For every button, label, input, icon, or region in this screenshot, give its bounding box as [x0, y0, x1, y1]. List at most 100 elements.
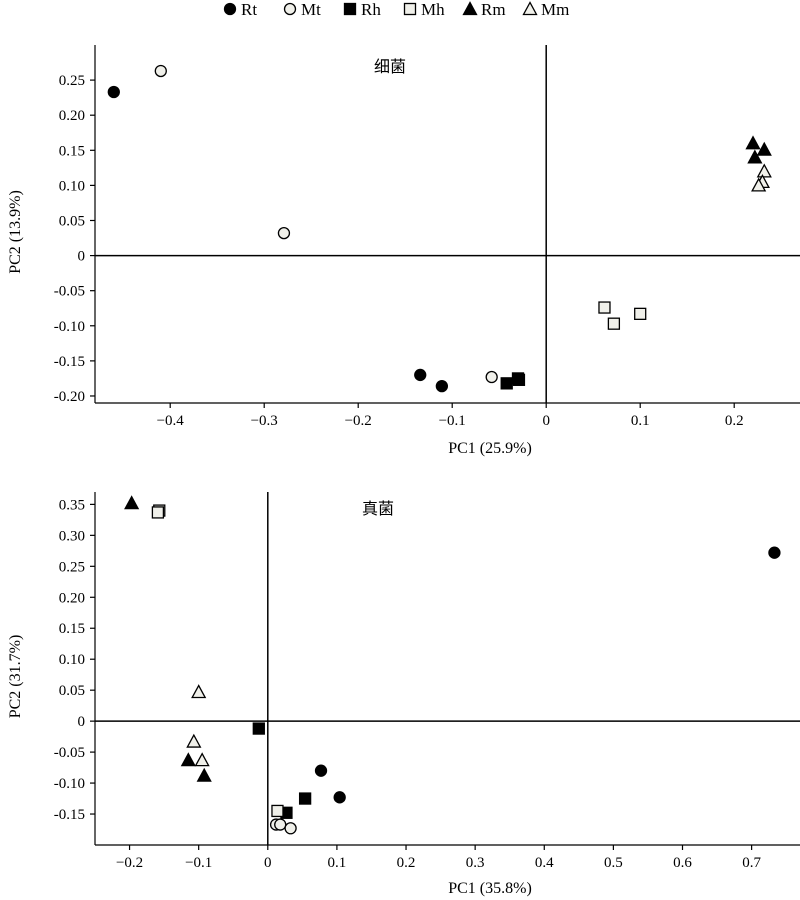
legend-marker-rm [462, 1, 478, 16]
data-point-rm [196, 767, 212, 782]
series-rh [500, 372, 526, 390]
panel-bacteria: 0.250.200.150.100.050-0.05-0.10-0.15-0.2… [7, 45, 800, 457]
legend-item-mm: Mm [522, 0, 569, 19]
data-point-mm [186, 733, 202, 748]
series-mh [151, 504, 284, 818]
x-tick-label: 0.1 [328, 855, 347, 871]
data-point-rt [768, 546, 781, 559]
x-tick-label: 0 [264, 855, 272, 871]
legend-item-rt: Rt [223, 0, 257, 19]
data-point-rm [745, 135, 761, 150]
series-mm [751, 163, 772, 192]
x-tick-label: −0.1 [185, 855, 212, 871]
data-point-mm [194, 752, 210, 767]
x-tick-label: −0.1 [439, 413, 466, 429]
data-point-mm [191, 684, 207, 699]
y-tick-label: 0 [78, 249, 86, 265]
x-tick-label: 0.2 [397, 855, 416, 871]
legend-item-mt: Mt [283, 0, 321, 19]
panel-title: 细菌 [374, 57, 406, 76]
y-tick-label: 0.25 [59, 559, 85, 575]
x-tick-label: −0.3 [251, 413, 278, 429]
y-tick-label: -0.10 [54, 776, 85, 792]
legend-label-mh: Mh [421, 0, 445, 19]
data-point-rh [511, 372, 525, 385]
legend-item-mh: Mh [403, 0, 445, 19]
y-tick-label: -0.05 [54, 745, 85, 761]
legend-marker-mm [522, 1, 538, 16]
y-tick-label: -0.20 [54, 389, 85, 405]
data-point-mh [271, 804, 284, 818]
y-tick-label: 0.05 [59, 683, 85, 699]
x-axis-title: PC1 (35.8%) [448, 880, 532, 897]
data-point-mm [751, 177, 767, 192]
panel-title: 真菌 [362, 499, 394, 518]
legend-label-mt: Mt [301, 0, 321, 19]
data-point-rm [756, 141, 772, 156]
series-rm [124, 495, 212, 782]
y-tick-label: -0.15 [54, 354, 85, 370]
data-point-rh [252, 722, 265, 735]
data-point-mt [284, 822, 297, 835]
x-tick-label: 0.6 [673, 855, 692, 871]
data-point-mm [756, 163, 772, 178]
y-tick-label: 0 [78, 714, 86, 730]
panel-fungi: 0.35 0.30 0.25 0.20 0.15 0.1 0 0.05 0 -0.05 -0.10 -… [7, 492, 800, 897]
series-mt [269, 818, 297, 835]
y-tick-label: -0.10 [54, 319, 85, 335]
y-tick-label: 0.15 [59, 621, 85, 637]
data-point-mh [598, 301, 611, 314]
y-axis-title: PC2 (13.9%) [7, 190, 24, 274]
data-point-rt [414, 368, 427, 382]
y-tick-label: -0.15 [54, 807, 85, 823]
series-rm [745, 135, 772, 164]
legend-label-rm: Rm [481, 0, 506, 19]
x-tick-label: 0 [542, 413, 550, 429]
y-tick-label: 0.30 [59, 528, 85, 544]
legend-marker-mh [403, 2, 417, 16]
legend-label-rt: Rt [241, 0, 257, 19]
series-rt [314, 546, 781, 804]
x-tick-label: −0.2 [345, 413, 372, 429]
legend: Rt Mt Rh Mh Rm Mm [223, 0, 569, 19]
data-point-rt [435, 380, 449, 393]
series-mh [598, 301, 647, 330]
data-point-mt [277, 226, 291, 240]
y-tick-label: 0.05 [59, 213, 85, 229]
legend-item-rh: Rh [343, 0, 381, 19]
y-axis-title: PC2 (31.7%) [7, 635, 24, 719]
legend-marker-mt [283, 2, 297, 16]
series-mm [186, 684, 210, 767]
y-tick-label: 0.20 [59, 108, 85, 124]
legend-item-rm: Rm [462, 0, 506, 19]
legend-label-rh: Rh [361, 0, 381, 19]
data-point-rm [124, 495, 140, 510]
x-tick-label: 0.5 [604, 855, 623, 871]
data-point-rt [314, 764, 328, 777]
legend-marker-rh [343, 2, 357, 16]
series-rh [252, 722, 312, 819]
x-tick-label: −0.4 [157, 413, 185, 429]
y-tick-label: 0.20 [59, 590, 85, 606]
legend-marker-rt [223, 2, 237, 16]
data-point-mh [151, 506, 165, 519]
data-point-rt [333, 791, 346, 804]
data-point-rm [180, 752, 196, 767]
x-tick-label: 0.4 [535, 855, 554, 871]
series-rt [107, 85, 449, 393]
data-point-mt [485, 370, 498, 384]
x-axis-title: PC1 (25.9%) [448, 440, 532, 457]
data-point-mh [607, 317, 621, 330]
data-point-mt [274, 818, 287, 831]
y-tick-label: 0.35 [59, 497, 85, 513]
data-point-mh [634, 307, 647, 321]
y-tick-label: -0.05 [54, 284, 85, 300]
y-tick-label: 0.25 [59, 73, 85, 89]
data-point-rt [107, 85, 120, 99]
data-point-rh [500, 377, 513, 390]
x-tick-label: 0.7 [742, 855, 761, 871]
legend-label-mm: Mm [541, 0, 569, 19]
data-point-mt [154, 64, 167, 78]
